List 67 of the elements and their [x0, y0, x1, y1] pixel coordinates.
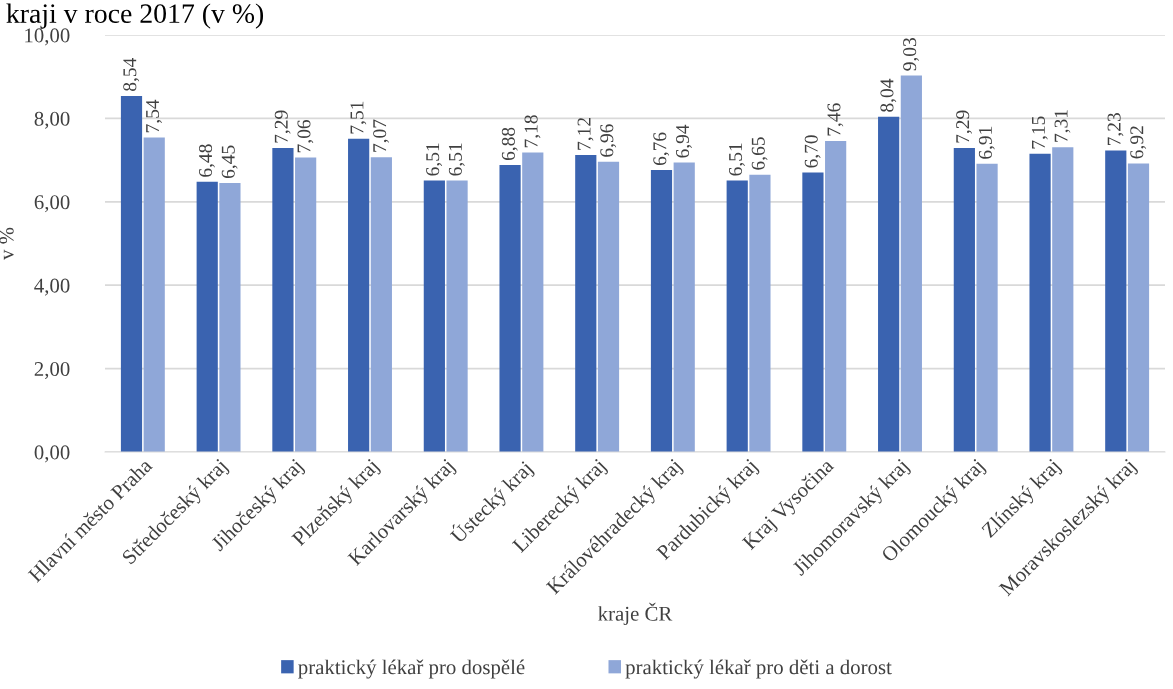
- bar: [143, 137, 165, 452]
- data-label: 9,03: [903, 38, 920, 71]
- bar: [900, 75, 922, 452]
- data-label: 7,29: [274, 110, 291, 143]
- y-tick-label: 8,00: [34, 111, 70, 129]
- data-label: 8,54: [123, 57, 140, 91]
- bar: [1029, 153, 1051, 452]
- bar: [825, 140, 847, 452]
- bar: [295, 157, 317, 452]
- bar: [878, 116, 900, 452]
- data-label: 7,12: [577, 117, 594, 150]
- data-label: 6,70: [804, 135, 821, 168]
- bar: [272, 148, 294, 452]
- bar: [1127, 163, 1150, 452]
- bar: [1052, 147, 1074, 452]
- bar: [726, 180, 748, 452]
- data-label: 6,76: [653, 132, 670, 166]
- legend-label: praktický lékař pro dospělé: [298, 659, 525, 679]
- data-label: 7,29: [956, 110, 973, 143]
- data-label: 7,23: [1107, 113, 1124, 146]
- bar: [499, 165, 521, 452]
- data-label: 6,48: [198, 144, 215, 177]
- bar: [348, 138, 370, 452]
- bar: [423, 180, 445, 452]
- y-tick-label: 10,00: [25, 28, 70, 46]
- data-label: 7,31: [1054, 110, 1071, 142]
- bar: [673, 162, 695, 452]
- bar: [1105, 150, 1127, 452]
- data-label: 7,46: [827, 103, 844, 136]
- data-label: 6,65: [751, 137, 768, 170]
- bar: [196, 181, 218, 452]
- data-label: 6,45: [221, 145, 238, 179]
- data-label: 7,15: [1031, 116, 1048, 149]
- bar: [575, 155, 597, 452]
- y-tick-label: 2,00: [34, 361, 70, 380]
- data-label: 7,06: [297, 119, 314, 153]
- data-label: 7,07: [373, 119, 390, 152]
- data-label: 6,51: [448, 143, 465, 176]
- y-tick-label: 4,00: [34, 278, 70, 296]
- data-label: 6,51: [426, 143, 443, 176]
- bar: [219, 183, 241, 452]
- bar: [370, 157, 392, 452]
- bar: [120, 95, 143, 452]
- bar: [522, 152, 544, 452]
- y-tick-label: 0,00: [34, 445, 70, 463]
- data-label: 7,18: [524, 115, 541, 148]
- bar: [749, 174, 771, 452]
- data-label: 6,51: [729, 143, 745, 176]
- bar: [976, 163, 998, 452]
- y-tick-label: 6,00: [34, 195, 70, 213]
- data-label: 7,54: [146, 99, 162, 133]
- y-axis-title: v %: [0, 227, 14, 260]
- legend-label: praktický lékař pro děti a dorost: [625, 659, 892, 679]
- bar: [802, 172, 824, 452]
- chart-title: kraji v roce 2017 (v %): [6, 3, 264, 29]
- data-label: 6,96: [600, 124, 617, 157]
- data-label: 6,92: [1130, 126, 1147, 159]
- x-axis-title: kraje ČR: [598, 602, 673, 626]
- data-label: 6,91: [978, 126, 995, 159]
- bar: [446, 180, 468, 452]
- data-label: 8,04: [880, 78, 897, 112]
- data-label: 6,94: [676, 124, 692, 158]
- bar: [597, 161, 620, 452]
- bar: [650, 170, 673, 452]
- bar: [953, 148, 975, 452]
- data-label: 7,51: [350, 101, 367, 134]
- data-label: 6,88: [501, 127, 518, 161]
